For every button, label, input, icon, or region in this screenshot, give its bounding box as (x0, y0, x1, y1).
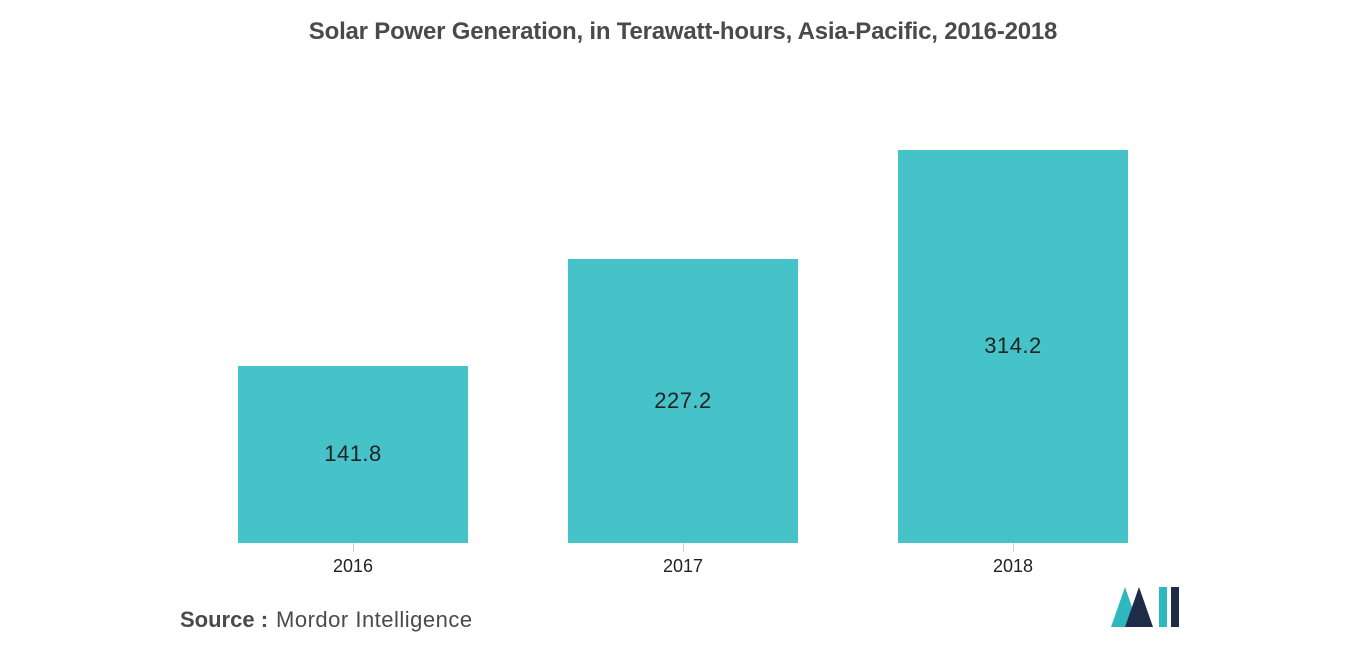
bar-value-label: 141.8 (324, 441, 382, 467)
bar-2018: 314.2 (898, 150, 1128, 543)
logo-icon (1111, 587, 1181, 627)
source-name: Mordor Intelligence (276, 607, 473, 633)
bar-col: 141.8 (238, 76, 468, 543)
bar-slot-2016: 141.8 2016 (238, 76, 468, 577)
x-tick (683, 543, 684, 552)
chart-container: Solar Power Generation, in Terawatt-hour… (0, 0, 1366, 655)
bar-slot-2018: 314.2 2018 (898, 76, 1128, 577)
chart-title: Solar Power Generation, in Terawatt-hour… (0, 0, 1366, 56)
bar-2017: 227.2 (568, 259, 798, 543)
bar-value-label: 227.2 (654, 388, 712, 414)
bar-value-label: 314.2 (984, 333, 1042, 359)
x-tick (353, 543, 354, 552)
x-label: 2018 (993, 552, 1033, 577)
x-label: 2016 (333, 552, 373, 577)
bar-col: 314.2 (898, 76, 1128, 543)
x-label: 2017 (663, 552, 703, 577)
bar-slot-2017: 227.2 2017 (568, 76, 798, 577)
bar-col: 227.2 (568, 76, 798, 543)
brand-logo (1111, 587, 1181, 627)
x-tick (1013, 543, 1014, 552)
source-label: Source : (180, 607, 268, 633)
bar-2016: 141.8 (238, 366, 468, 543)
plot-area: 141.8 2016 227.2 2017 314.2 2018 (0, 56, 1366, 577)
